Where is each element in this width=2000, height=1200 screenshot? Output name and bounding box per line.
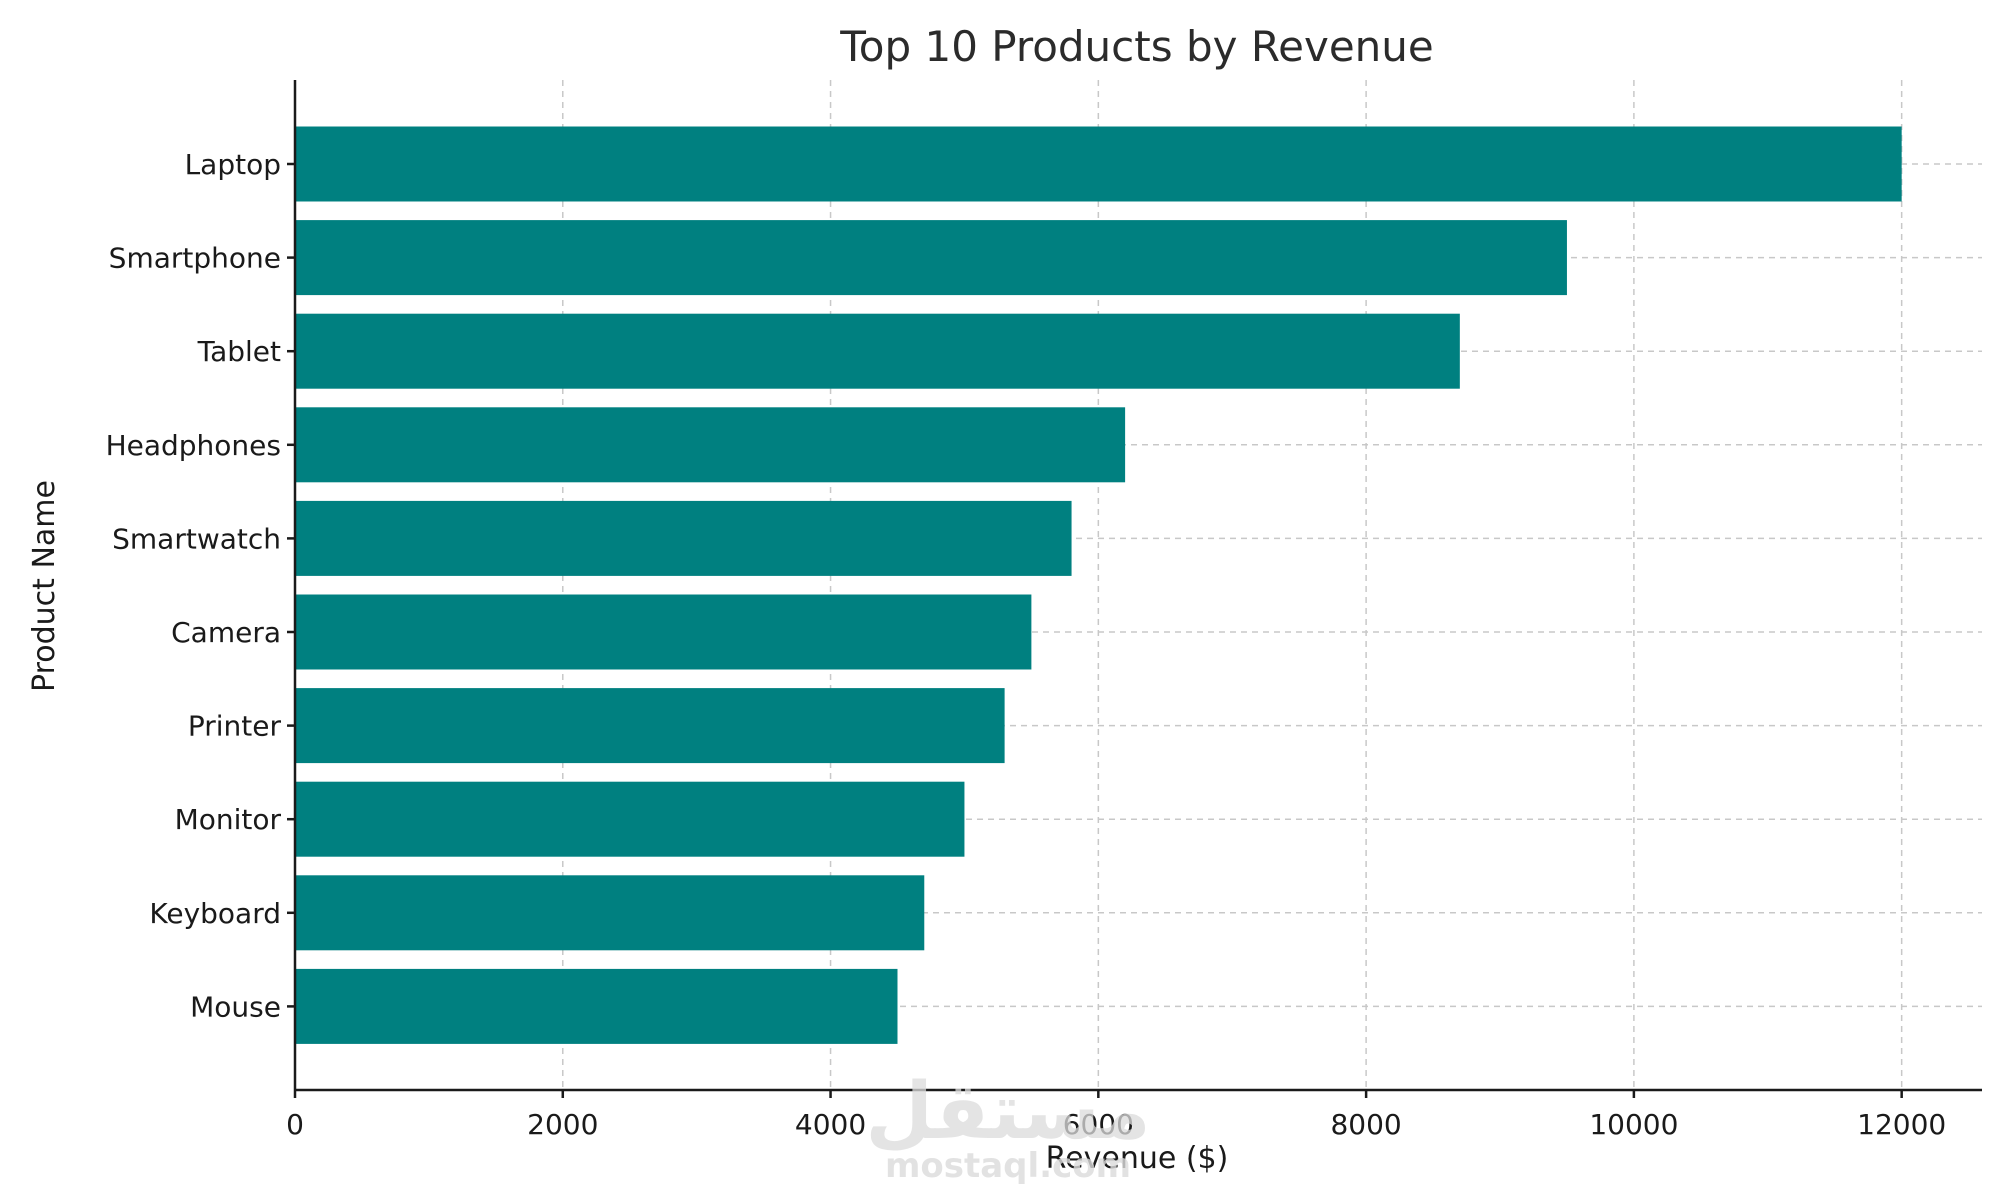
y-tick-label: Headphones [106,429,281,462]
y-tick-label: Smartphone [109,242,281,275]
y-tick-label: Smartwatch [112,522,281,555]
x-tick-label: 12000 [1857,1108,1946,1141]
x-tick-label: 8000 [1330,1108,1401,1141]
bar-monitor [295,781,965,857]
bar-camera [295,594,1032,670]
chart-title: Top 10 Products by Revenue [839,22,1434,71]
bar-printer [295,688,1005,764]
bar-mouse [295,968,898,1044]
y-tick-label: Camera [171,616,281,649]
y-tick-label: Laptop [185,148,281,181]
x-tick-label: 0 [286,1108,304,1141]
y-tick-label: Tablet [197,335,281,368]
y-axis-label: Product Name [27,480,62,692]
watermark-arabic: مستقل [865,1067,1150,1157]
x-tick-label: 4000 [795,1108,866,1141]
bar-headphones [295,407,1126,483]
x-tick-label: 10000 [1589,1108,1678,1141]
y-tick-label: Keyboard [149,897,281,930]
tick-labels: 0 2000 4000 6000 8000 10000 12000 Laptop Smartph… [106,148,1947,1141]
y-tick-label: Mouse [190,990,281,1023]
bar-tablet [295,313,1460,389]
bar-laptop [295,126,1902,202]
axes [293,80,1982,1092]
watermark-latin: mostaql.com [885,1146,1131,1186]
bars [295,126,1902,1044]
y-tick-label: Monitor [175,803,282,836]
watermark: مستقل mostaql.com [865,1067,1150,1186]
x-tick-label: 6000 [1063,1108,1134,1141]
bar-smartphone [295,220,1567,296]
x-axis-label: Revenue ($) [1046,1141,1229,1176]
x-tick-label: 2000 [527,1108,598,1141]
bar-smartwatch [295,500,1072,576]
y-tick-label: Printer [188,710,282,743]
bar-keyboard [295,875,925,951]
